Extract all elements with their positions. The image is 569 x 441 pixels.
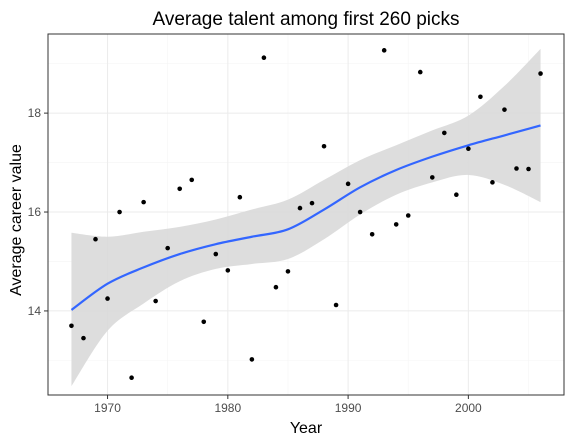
x-tick-label: 1990 [335, 401, 362, 415]
data-point [478, 94, 483, 100]
data-point [117, 209, 122, 215]
data-point [369, 231, 375, 237]
plot-panel [47, 33, 565, 396]
y-tick-label: 16 [28, 205, 42, 219]
data-point [393, 222, 399, 227]
data-point [442, 130, 447, 136]
data-point [261, 55, 267, 61]
data-point [490, 180, 495, 185]
data-point [405, 213, 411, 218]
data-point [237, 194, 243, 200]
data-point [466, 146, 471, 152]
x-tick-label: 2000 [455, 401, 482, 415]
data-point [201, 319, 207, 325]
data-point [285, 269, 291, 274]
data-point [225, 268, 231, 273]
data-point [213, 251, 219, 257]
data-point [429, 175, 435, 180]
data-point [153, 298, 158, 304]
data-point [417, 69, 423, 75]
data-point [93, 236, 98, 242]
data-point [381, 48, 387, 53]
y-tick-label: 14 [28, 304, 42, 318]
x-tick-label: 1980 [214, 401, 241, 415]
panel-border [47, 33, 565, 396]
data-point [333, 302, 339, 308]
data-point [129, 375, 134, 380]
data-point [538, 71, 543, 76]
confidence-ribbon [71, 48, 541, 387]
data-point [526, 166, 531, 172]
data-point [189, 177, 195, 183]
data-point [81, 335, 86, 341]
data-point [345, 181, 351, 187]
smooth-trend-line [70, 124, 541, 311]
data-point [165, 245, 170, 251]
data-point [357, 209, 363, 215]
x-axis: 1970 1980 1990 2000 [94, 395, 482, 415]
data-point [297, 205, 303, 211]
chart-title: Average talent among first 260 picks [153, 9, 460, 30]
data-point [69, 323, 74, 329]
x-axis-title: Year [290, 420, 323, 437]
y-axis-title: Average career value [8, 144, 25, 296]
data-point [177, 186, 183, 192]
data-point [502, 107, 507, 112]
data-point [309, 200, 315, 206]
x-tick-label: 1970 [94, 401, 121, 415]
data-point [141, 199, 146, 205]
data-point [249, 357, 255, 362]
data-point [514, 166, 519, 171]
data-point [273, 284, 279, 290]
y-axis: 14 16 18 [28, 106, 48, 318]
data-point [105, 296, 110, 301]
data-points [69, 48, 543, 380]
y-tick-label: 18 [28, 106, 42, 120]
data-point [454, 192, 459, 198]
data-point [321, 143, 327, 149]
